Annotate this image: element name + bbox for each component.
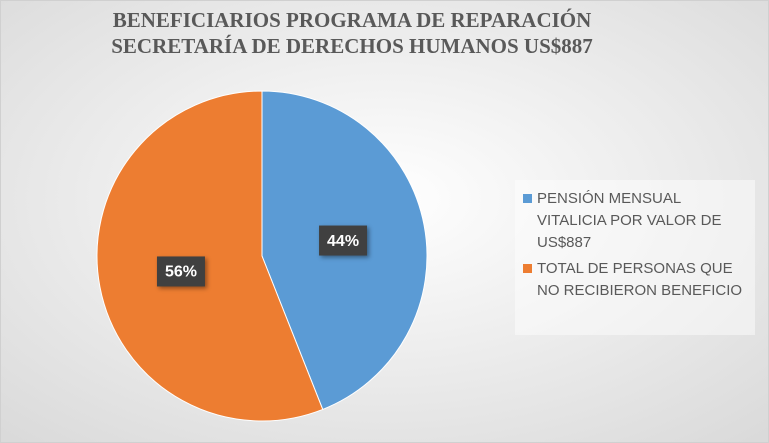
pie-slice: [96, 90, 324, 422]
legend-entry: TOTAL DE PERSONAS QUE NO RECIBIERON BENE…: [523, 258, 747, 302]
legend-label: TOTAL DE PERSONAS QUE NO RECIBIERON BENE…: [537, 260, 743, 299]
legend-swatch: [523, 194, 532, 203]
value-label: 56%: [165, 264, 197, 281]
legend-label: PENSIÓN MENSUAL VITALICIA POR VALOR DE U…: [537, 190, 722, 251]
value-label: 44%: [327, 233, 359, 250]
chart-title: BENEFICIARIOS PROGRAMA DE REPARACIÓN: [113, 8, 592, 32]
legend-swatch: [523, 264, 532, 273]
chart-title: SECRETARÍA DE DERECHOS HUMANOS US$887: [111, 34, 593, 58]
legend: PENSIÓN MENSUAL VITALICIA POR VALOR DE U…: [515, 180, 755, 335]
pie: 44% 56%: [96, 90, 428, 422]
value-label-box: [156, 256, 205, 287]
value-label-box: [319, 225, 368, 256]
legend-entry: PENSIÓN MENSUAL VITALICIA POR VALOR DE U…: [523, 188, 747, 254]
